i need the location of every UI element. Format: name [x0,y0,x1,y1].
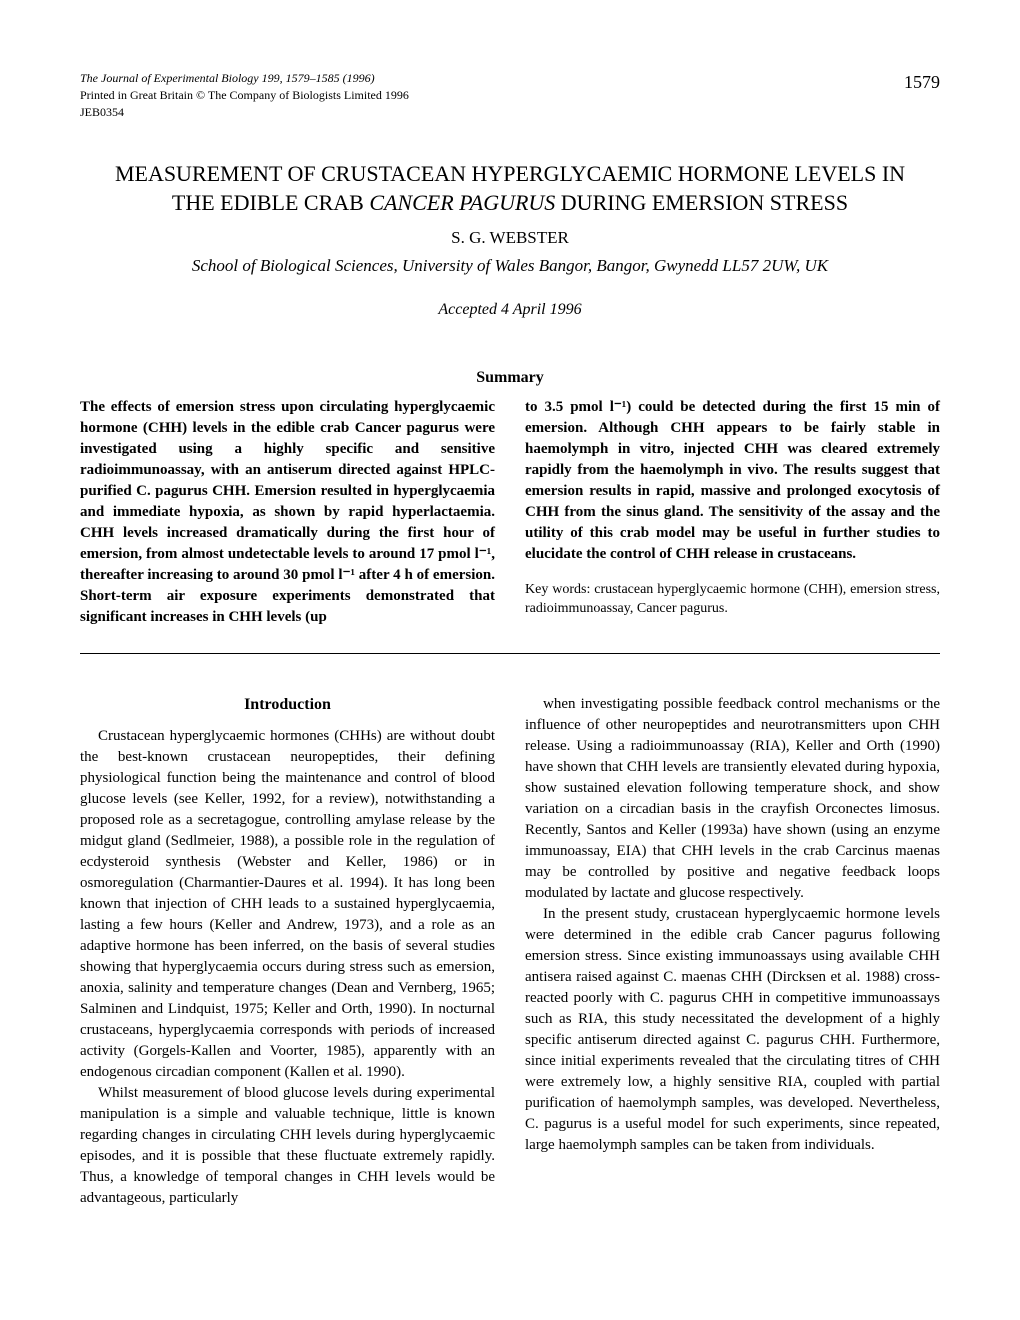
intro-right-p1: when investigating possible feedback con… [525,694,940,904]
page-number: 1579 [904,70,940,95]
title-line-2-post: DURING EMERSION STRESS [555,190,848,215]
intro-container: Introduction Crustacean hyperglycaemic h… [80,694,940,1209]
summary-right: to 3.5 pmol l⁻¹) could be detected durin… [525,399,940,562]
accepted-date: Accepted 4 April 1996 [80,301,940,319]
author: S. G. WEBSTER [80,228,940,248]
intro-right-col: when investigating possible feedback con… [525,694,940,1209]
header-meta: 1579 The Journal of Experimental Biology… [80,70,940,120]
title-line-2-pre: THE EDIBLE CRAB [172,190,369,215]
summary-container: The effects of emersion stress upon circ… [80,397,940,628]
title-line-2-italic: CANCER PAGURUS [369,190,555,215]
ref-code: JEB0354 [80,105,124,119]
title-line-1: MEASUREMENT OF CRUSTACEAN HYPERGLYCAEMIC… [115,161,905,186]
intro-left-p2: Whilst measurement of blood glucose leve… [80,1083,495,1209]
journal-line: The Journal of Experimental Biology 199,… [80,71,375,85]
keywords: Key words: crustacean hyperglycaemic hor… [525,580,940,619]
divider [80,653,940,654]
intro-left-p1: Crustacean hyperglycaemic hormones (CHHs… [80,726,495,1083]
article-title: MEASUREMENT OF CRUSTACEAN HYPERGLYCAEMIC… [80,160,940,217]
intro-heading: Introduction [80,694,495,716]
intro-left-col: Introduction Crustacean hyperglycaemic h… [80,694,495,1209]
summary-right-col: to 3.5 pmol l⁻¹) could be detected durin… [525,397,940,628]
summary-left: The effects of emersion stress upon circ… [80,397,495,628]
print-line: Printed in Great Britain © The Company o… [80,88,409,102]
intro-right-p2: In the present study, crustacean hypergl… [525,904,940,1156]
summary-heading: Summary [80,369,940,387]
affiliation: School of Biological Sciences, Universit… [80,256,940,276]
